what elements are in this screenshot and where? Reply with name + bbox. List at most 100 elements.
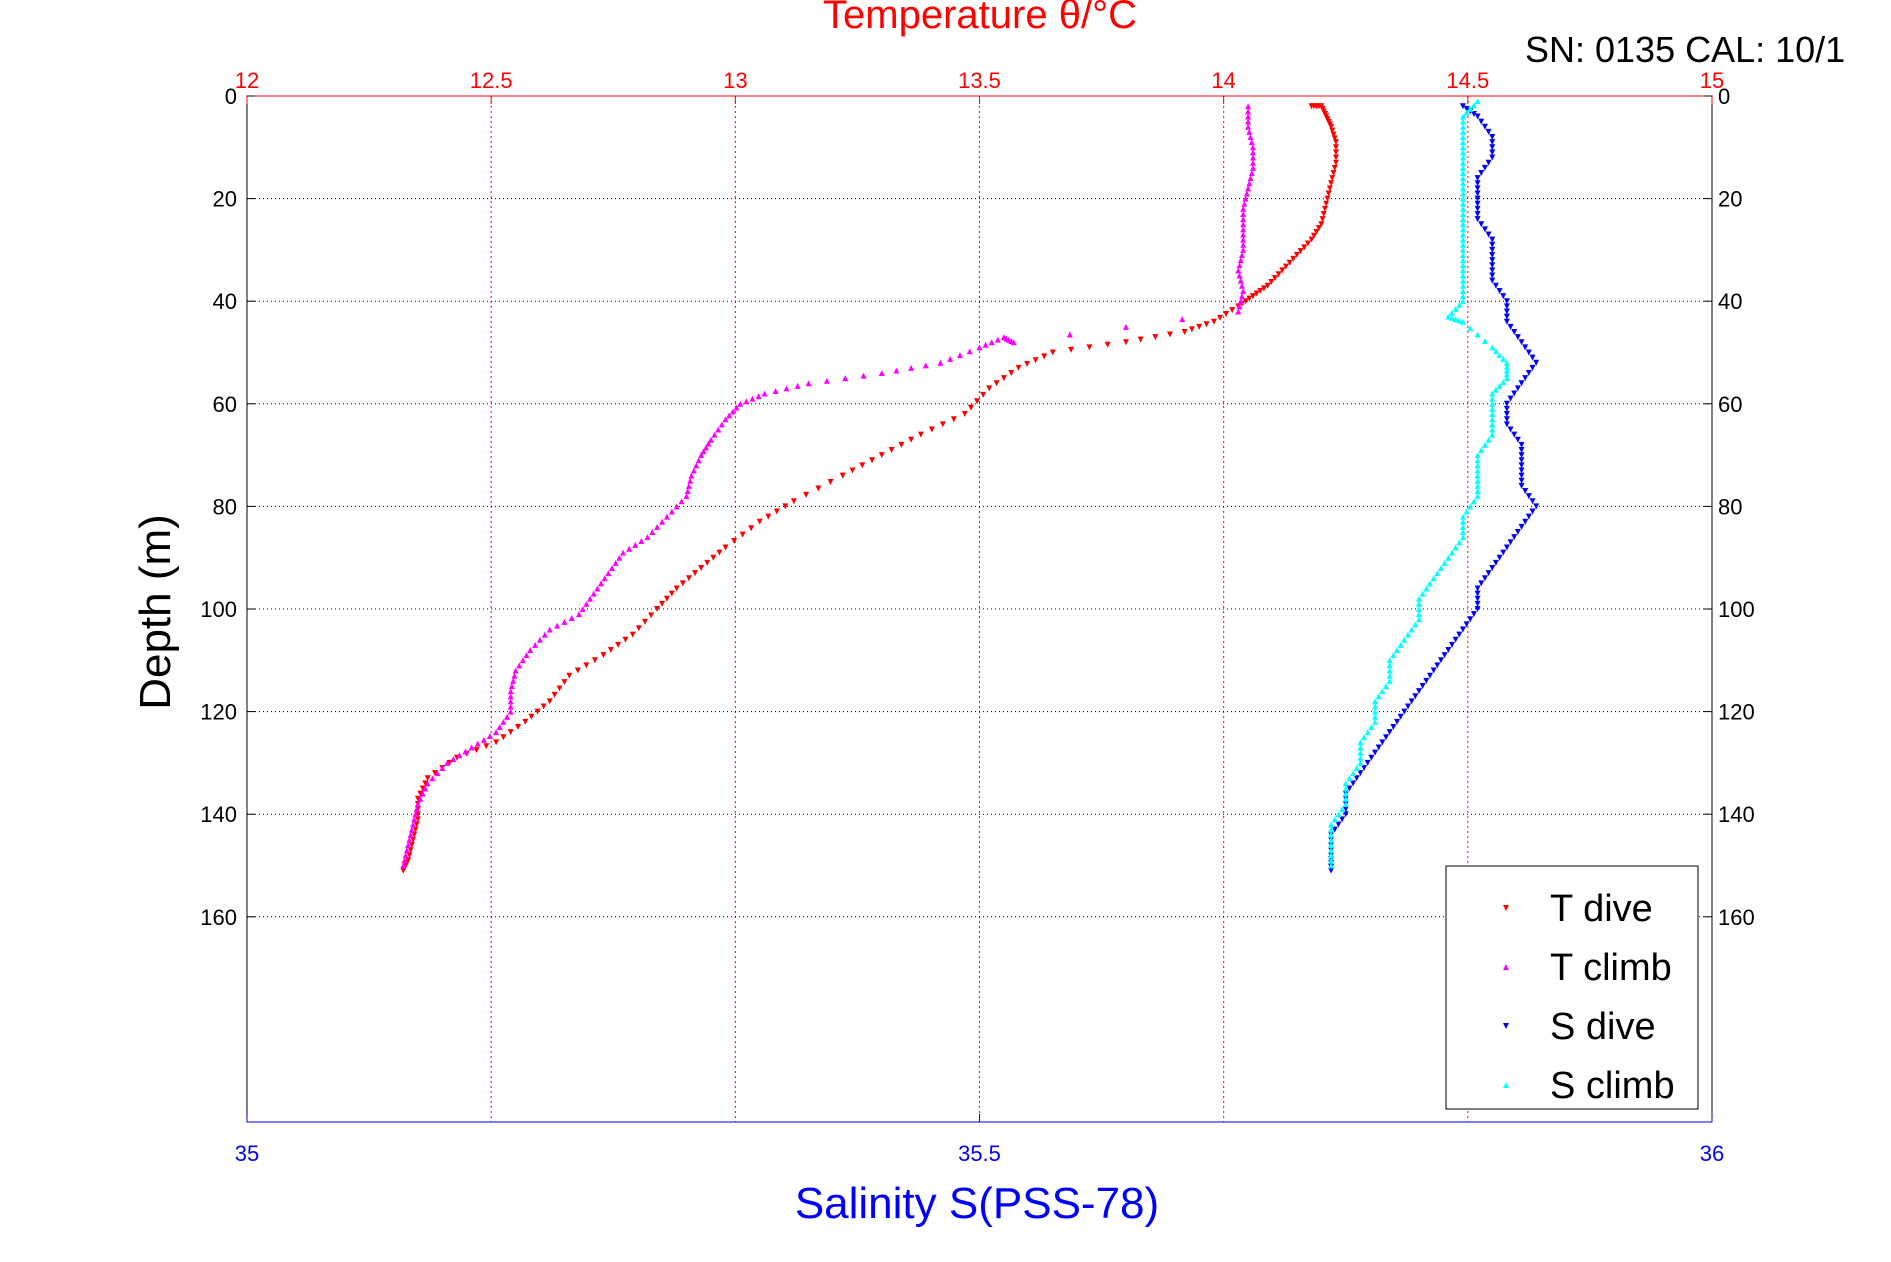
data-point-t-dive	[827, 479, 834, 486]
data-point-t-climb	[1240, 216, 1247, 223]
data-point-s-climb	[1430, 575, 1437, 582]
data-point-s-climb	[1386, 677, 1393, 684]
data-point-t-climb	[1240, 210, 1247, 217]
data-point-s-climb	[1328, 847, 1335, 854]
data-point-s-dive	[1474, 590, 1481, 597]
data-point-s-dive	[1525, 493, 1532, 500]
data-point-t-climb	[605, 570, 612, 577]
data-point-t-climb	[554, 622, 561, 629]
data-point-s-climb	[1416, 616, 1422, 623]
data-point-s-dive	[1481, 226, 1488, 233]
data-point-t-dive	[1308, 236, 1315, 243]
data-point-s-dive	[1489, 149, 1496, 156]
left-axis-tick-label: 160	[200, 905, 237, 930]
data-point-s-dive	[1511, 431, 1518, 438]
data-point-t-climb	[612, 559, 619, 566]
data-point-t-dive	[407, 847, 414, 854]
data-point-s-dive	[1522, 344, 1529, 351]
data-point-s-dive	[1489, 277, 1496, 284]
data-point-t-climb	[755, 393, 762, 400]
data-point-s-dive	[1518, 446, 1525, 453]
data-point-t-climb	[718, 421, 725, 428]
data-point-s-dive	[1514, 436, 1521, 443]
data-point-s-dive	[1503, 298, 1510, 305]
data-point-t-climb	[761, 390, 768, 397]
data-point-s-dive	[1481, 575, 1488, 582]
data-point-s-climb	[1342, 785, 1349, 792]
data-point-t-dive	[1332, 159, 1339, 166]
data-point-s-dive	[1489, 246, 1496, 253]
data-point-t-dive	[765, 513, 772, 520]
data-point-t-climb	[512, 667, 519, 674]
data-point-t-dive	[928, 426, 935, 433]
data-point-s-climb	[1489, 395, 1496, 402]
data-point-t-climb	[626, 545, 633, 552]
data-point-t-dive	[528, 713, 535, 720]
data-point-t-climb	[519, 657, 526, 664]
data-point-s-climb	[1489, 421, 1496, 428]
data-point-s-climb	[1463, 508, 1470, 515]
data-point-s-dive	[1474, 113, 1481, 120]
right-axis-tick-label: 140	[1718, 802, 1755, 827]
data-point-s-climb	[1459, 287, 1466, 294]
data-point-s-dive	[1511, 534, 1518, 541]
data-point-s-climb	[1372, 698, 1379, 705]
data-point-t-climb	[988, 339, 995, 346]
data-point-s-climb	[1474, 467, 1481, 474]
data-point-t-climb	[493, 729, 500, 736]
data-point-t-dive	[417, 790, 424, 797]
data-point-t-climb	[456, 752, 463, 759]
data-point-t-dive	[1152, 334, 1159, 341]
data-point-t-dive	[1315, 225, 1322, 232]
data-point-t-climb	[1245, 185, 1252, 192]
data-point-t-dive	[574, 667, 581, 674]
left-axis-tick-label: 80	[213, 494, 237, 519]
data-point-t-climb	[687, 477, 694, 484]
data-point-t-dive	[1137, 336, 1144, 343]
data-point-s-climb	[1423, 585, 1430, 592]
data-point-s-climb	[1459, 241, 1466, 248]
data-point-s-climb	[1459, 216, 1466, 223]
data-point-t-climb	[579, 606, 586, 612]
data-point-s-climb	[1459, 149, 1466, 156]
data-point-t-climb	[583, 600, 590, 607]
data-point-t-climb	[500, 718, 507, 725]
data-point-s-dive	[1474, 210, 1481, 217]
data-point-t-climb	[1238, 252, 1245, 259]
data-point-s-climb	[1335, 811, 1342, 818]
data-point-s-dive	[1489, 236, 1496, 243]
data-point-t-dive	[1328, 123, 1335, 130]
data-point-s-dive	[1372, 749, 1379, 756]
data-point-t-climb	[1249, 164, 1256, 171]
data-point-t-dive	[1286, 259, 1293, 266]
data-point-s-climb	[1500, 378, 1507, 385]
data-point-t-climb	[711, 431, 718, 438]
data-point-s-dive	[1485, 570, 1492, 577]
legend-marker-s-dive	[1503, 1023, 1509, 1029]
data-point-s-dive	[1368, 754, 1375, 761]
data-point-s-dive	[1511, 328, 1518, 335]
data-point-s-climb	[1328, 852, 1335, 859]
data-point-s-dive	[1518, 482, 1525, 489]
data-point-t-climb	[644, 534, 651, 541]
data-point-s-climb	[1328, 841, 1335, 848]
data-point-t-climb	[401, 857, 408, 864]
data-point-s-climb	[1452, 544, 1459, 551]
data-point-s-climb	[1470, 101, 1477, 108]
data-point-s-dive	[1518, 462, 1525, 469]
data-point-t-dive	[648, 612, 655, 619]
data-point-s-dive	[1489, 262, 1496, 269]
data-point-t-dive	[1024, 361, 1031, 368]
data-point-t-dive	[704, 559, 711, 566]
data-point-t-climb	[408, 826, 415, 833]
data-point-s-climb	[1459, 113, 1466, 120]
data-point-s-climb	[1489, 431, 1496, 438]
data-point-s-dive	[1525, 349, 1532, 356]
data-point-t-climb	[1248, 139, 1255, 146]
data-point-t-dive	[908, 436, 915, 443]
data-point-t-climb	[1236, 303, 1243, 310]
data-point-s-climb	[1386, 662, 1393, 669]
data-point-s-climb	[1459, 518, 1466, 525]
data-point-t-climb	[966, 348, 973, 355]
top-axis-tick-label: 13.5	[958, 68, 1001, 93]
